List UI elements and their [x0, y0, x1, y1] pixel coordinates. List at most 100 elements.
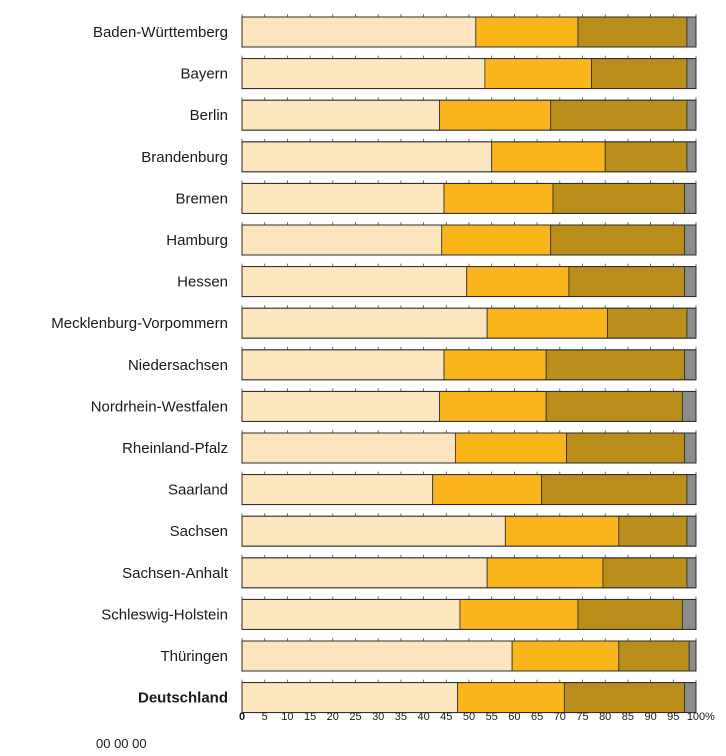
x-tick-label: 95	[667, 711, 679, 723]
bar-segment	[241, 182, 445, 214]
x-tick-label: 20	[327, 711, 339, 723]
category-labels: Baden-Württemberg Bayern Berlin Brandenburg…	[51, 24, 229, 707]
bar-segment	[552, 182, 686, 214]
category-label: Rheinland-Pfalz	[122, 440, 228, 457]
bar-outline	[241, 58, 697, 90]
category-label: Baden-Württemberg	[93, 24, 228, 41]
x-tick-label: 50	[463, 711, 475, 723]
bar-segment	[602, 557, 688, 589]
bar-segment	[577, 599, 683, 630]
bar-segment	[618, 640, 690, 672]
bar-segment	[241, 16, 477, 48]
category-label: Bayern	[180, 66, 228, 83]
bar-segment	[568, 266, 686, 298]
bar-outline	[241, 515, 697, 547]
x-axis-tick-labels: 0 5 10 15 20 25 30 35 40 45 50 55 60 65 70 75 80 85 90 95 10…	[239, 711, 715, 723]
bar-segment	[443, 349, 547, 381]
bar-segment	[486, 307, 608, 339]
bar-outline	[241, 141, 697, 173]
bar-segment	[684, 682, 697, 713]
category-label: Schleswig-Holstein	[101, 606, 228, 623]
x-tick-label: 15	[304, 711, 316, 723]
bar-segment	[241, 682, 459, 713]
x-tick-label: 70	[554, 711, 566, 723]
bars	[241, 16, 697, 714]
bar-outline	[241, 390, 697, 422]
bar-segment	[241, 99, 440, 131]
bar-segment	[459, 599, 579, 630]
x-tick-label: 65	[531, 711, 543, 723]
bar-outline	[241, 99, 697, 131]
bar-segment	[491, 141, 606, 173]
bar-segment	[484, 58, 592, 89]
bar-segment	[604, 141, 688, 173]
bar-segment	[439, 99, 552, 131]
bar-segment	[241, 432, 456, 464]
bar-segment	[686, 141, 697, 173]
x-tick-label: 85	[622, 711, 634, 723]
category-label: Deutschland	[138, 690, 228, 707]
x-tick-label: 25	[349, 711, 361, 723]
bar-segment	[545, 349, 686, 381]
category-label: Saarland	[168, 482, 228, 499]
bar-segment	[684, 224, 697, 256]
x-tick-label: 60	[508, 711, 520, 723]
footer-note: 00 00 00	[96, 736, 147, 751]
bar-segment	[686, 557, 697, 589]
x-tick-label: 10	[281, 711, 293, 723]
category-label: Berlin	[190, 107, 228, 124]
bar-outline	[241, 557, 697, 589]
bar-segment	[686, 58, 697, 89]
category-label: Sachsen	[170, 523, 228, 540]
bar-outline	[241, 640, 697, 672]
x-tick-label: 100	[687, 711, 705, 723]
bar-segment	[241, 349, 445, 381]
bar-segment	[618, 515, 688, 547]
bar-segment	[566, 432, 686, 464]
category-label: Niedersachsen	[128, 357, 228, 374]
bar-segment	[545, 390, 683, 422]
bar-segment	[475, 16, 579, 48]
x-tick-label: 35	[395, 711, 407, 723]
bar-segment	[541, 474, 688, 506]
x-tick-label: 80	[599, 711, 611, 723]
x-tick-label: 75	[576, 711, 588, 723]
category-label: Hamburg	[166, 232, 228, 249]
bar-segment	[686, 16, 697, 48]
bar-segment	[684, 182, 697, 214]
bar-segment	[686, 474, 697, 506]
bar-segment	[686, 515, 697, 547]
bar-segment	[607, 307, 688, 339]
x-tick-label: 30	[372, 711, 384, 723]
x-tick-label: 40	[417, 711, 429, 723]
bar-outline	[241, 224, 697, 256]
bar-outline	[241, 349, 697, 381]
bar-segment	[241, 474, 434, 506]
bar-segment	[681, 390, 697, 422]
bar-segment	[241, 141, 493, 173]
bar-segment	[550, 99, 688, 131]
category-label: Thüringen	[160, 648, 228, 665]
bar-segment	[443, 182, 554, 214]
bar-segment	[686, 99, 697, 131]
bar-segment	[432, 474, 543, 506]
bar-segment	[241, 224, 443, 256]
bar-segment	[486, 557, 604, 589]
bar-segment	[441, 224, 552, 256]
bar-segment	[684, 432, 697, 464]
bar-segment	[504, 515, 620, 547]
bar-segment	[550, 224, 686, 256]
bar-outline	[241, 266, 697, 298]
bar-segment	[563, 682, 686, 713]
category-label: Mecklenburg-Vorpommern	[51, 315, 228, 332]
x-tick-label: 45	[440, 711, 452, 723]
bar-outline	[241, 16, 697, 48]
bar-outline	[241, 307, 697, 339]
bar-segment	[241, 266, 468, 298]
bar-segment	[466, 266, 570, 298]
bar-segment	[511, 640, 620, 672]
category-label: Bremen	[175, 190, 228, 207]
bar-segment	[241, 640, 513, 672]
bar-segment	[591, 58, 688, 89]
